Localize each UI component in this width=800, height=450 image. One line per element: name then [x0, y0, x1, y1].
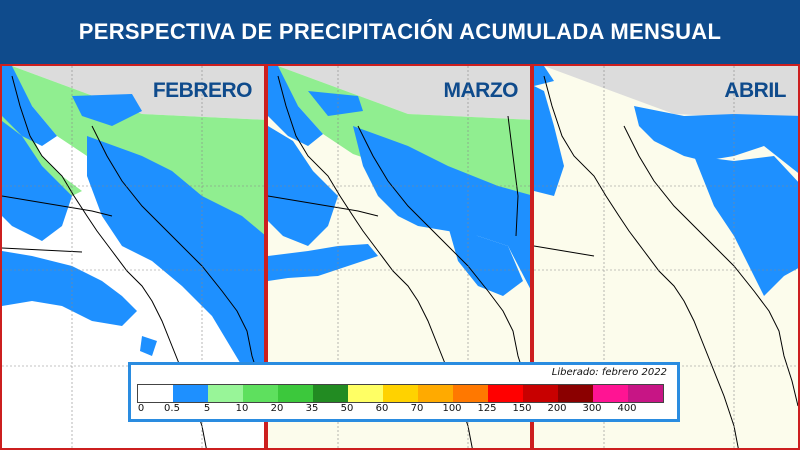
legend-swatch: [558, 385, 593, 402]
legend-tick-label: 10: [235, 403, 249, 414]
legend-tick-label: 5: [203, 403, 211, 414]
legend-swatch: [243, 385, 278, 402]
legend-tick-label: 35: [305, 403, 319, 414]
legend-swatch: [173, 385, 208, 402]
legend-swatch: [488, 385, 523, 402]
legend-tick-label: 400: [617, 403, 637, 414]
legend-tick-label: 150: [512, 403, 532, 414]
legend-tick-label: 0.5: [164, 403, 180, 414]
legend-tick-label: 70: [410, 403, 424, 414]
legend-tick-label: 100: [442, 403, 462, 414]
legend-swatch: [593, 385, 628, 402]
color-scale-ticks: 0 0.5 5 10 20 35 50 60 70 100 125 150 200 300 400: [131, 403, 677, 417]
legend-tick-label: 200: [547, 403, 567, 414]
legend-tick-label: 20: [270, 403, 284, 414]
title-banner: PERSPECTIVA DE PRECIPITACIÓN ACUMULADA M…: [0, 0, 800, 64]
legend-tick-label: 125: [477, 403, 497, 414]
legend-tick-label: 60: [375, 403, 389, 414]
legend-swatch: [138, 385, 173, 402]
month-label-abril: ABRIL: [724, 79, 786, 102]
legend-swatch: [313, 385, 348, 402]
month-label-febrero: FEBRERO: [152, 79, 253, 102]
month-label-marzo: MARZO: [443, 79, 519, 102]
legend-swatch: [418, 385, 453, 402]
legend-swatch: [523, 385, 558, 402]
legend-tick-label: 0: [137, 403, 145, 414]
legend-swatch: [208, 385, 243, 402]
legend-swatch: [453, 385, 488, 402]
legend-swatch: [628, 385, 663, 402]
legend-tick-label: 300: [582, 403, 602, 414]
color-scale-bar: [137, 384, 664, 403]
release-note: Liberado: febrero 2022: [551, 367, 667, 378]
legend-swatch: [383, 385, 418, 402]
legend-tick-label: 50: [340, 403, 354, 414]
legend-swatch: [348, 385, 383, 402]
page-title: PERSPECTIVA DE PRECIPITACIÓN ACUMULADA M…: [78, 19, 722, 44]
precipitation-legend: Liberado: febrero 2022 0 0.5 5 10 20 35 50 60 70…: [128, 362, 680, 422]
legend-swatch: [278, 385, 313, 402]
